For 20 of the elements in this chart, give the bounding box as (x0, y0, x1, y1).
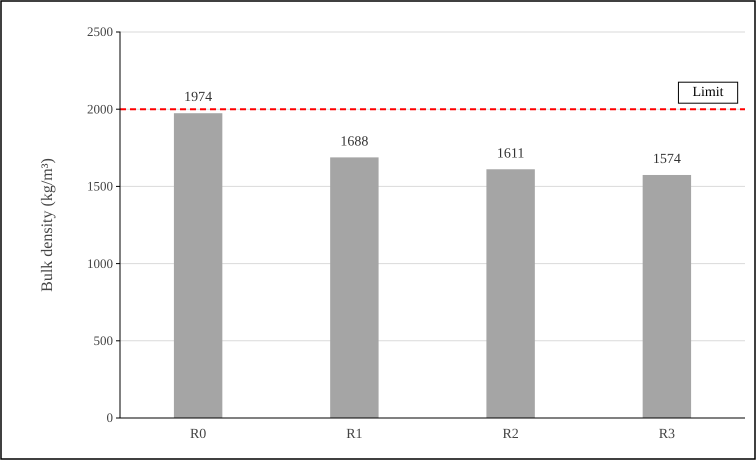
data-label: 1688 (340, 134, 368, 150)
data-label: 1611 (496, 146, 524, 162)
x-tick-label: R0 (190, 426, 206, 442)
ref-line-label: Limit (692, 85, 724, 100)
y-tick-label: 1500 (87, 178, 113, 194)
bar (486, 169, 535, 418)
x-tick-label: R2 (502, 426, 519, 442)
y-tick-label: 500 (94, 332, 113, 348)
bar (330, 157, 379, 418)
y-axis-title: Bulk density (kg/m³) (39, 158, 56, 292)
y-tick-label: 0 (106, 410, 113, 426)
y-tick-label: 2500 (87, 24, 113, 40)
x-tick-label: R1 (346, 426, 363, 442)
y-tick-label: 2000 (87, 101, 113, 116)
data-label: 1574 (652, 152, 681, 167)
bar (174, 113, 222, 418)
data-label: 1974 (184, 90, 212, 106)
y-tick-label: 1000 (87, 256, 113, 271)
bar (642, 174, 692, 418)
x-tick-label: R3 (658, 426, 676, 442)
